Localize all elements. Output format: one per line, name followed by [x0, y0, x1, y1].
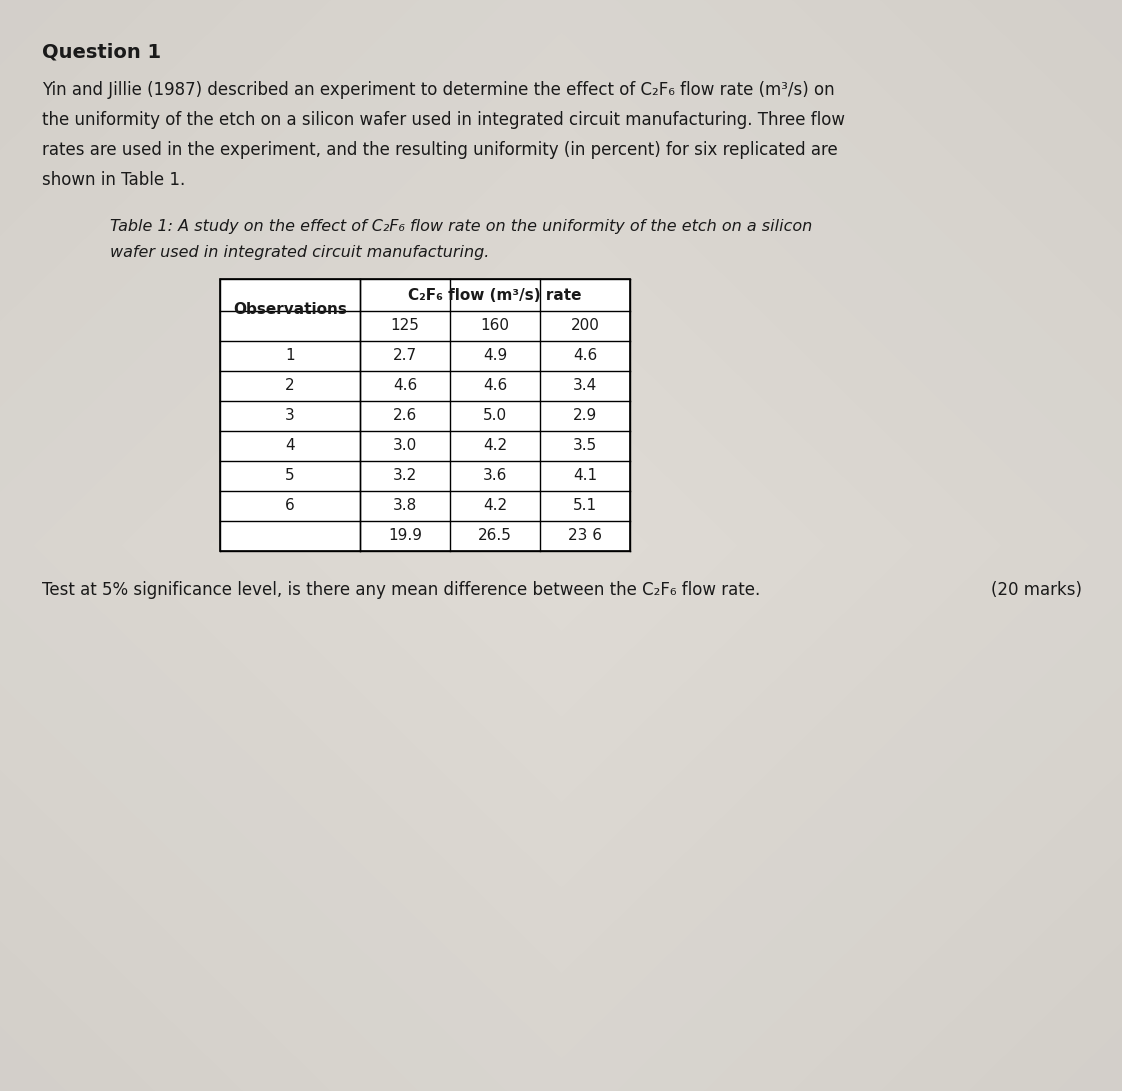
Text: Yin and Jillie (1987) described an experiment to determine the effect of C₂F₆ fl: Yin and Jillie (1987) described an exper… — [42, 81, 835, 99]
Text: 3.4: 3.4 — [573, 379, 597, 394]
Text: 160: 160 — [480, 319, 509, 334]
Text: 4.2: 4.2 — [482, 499, 507, 514]
Text: 5: 5 — [285, 468, 295, 483]
Text: 26.5: 26.5 — [478, 528, 512, 543]
Text: 23 6: 23 6 — [568, 528, 603, 543]
Text: 2.7: 2.7 — [393, 348, 417, 363]
Text: 1: 1 — [285, 348, 295, 363]
Text: 4.6: 4.6 — [393, 379, 417, 394]
Text: 3.2: 3.2 — [393, 468, 417, 483]
Text: 3.5: 3.5 — [573, 439, 597, 454]
Text: Table 1: A study on the effect of C₂F₆ flow rate on the uniformity of the etch o: Table 1: A study on the effect of C₂F₆ f… — [110, 219, 812, 233]
Text: 2.6: 2.6 — [393, 408, 417, 423]
Text: C₂F₆ flow (m³/s) rate: C₂F₆ flow (m³/s) rate — [408, 288, 581, 302]
Text: 125: 125 — [390, 319, 420, 334]
Text: (20 marks): (20 marks) — [991, 582, 1082, 599]
Text: 2.9: 2.9 — [573, 408, 597, 423]
Text: 4.2: 4.2 — [482, 439, 507, 454]
Text: Question 1: Question 1 — [42, 43, 162, 62]
Text: 2: 2 — [285, 379, 295, 394]
Text: 200: 200 — [571, 319, 599, 334]
Text: 3.0: 3.0 — [393, 439, 417, 454]
Text: 6: 6 — [285, 499, 295, 514]
Text: the uniformity of the etch on a silicon wafer used in integrated circuit manufac: the uniformity of the etch on a silicon … — [42, 111, 845, 129]
Text: shown in Table 1.: shown in Table 1. — [42, 171, 185, 189]
Text: 5.1: 5.1 — [573, 499, 597, 514]
Text: Observations: Observations — [233, 302, 347, 317]
Text: 4: 4 — [285, 439, 295, 454]
Text: 19.9: 19.9 — [388, 528, 422, 543]
Text: 4.1: 4.1 — [573, 468, 597, 483]
Text: rates are used in the experiment, and the resulting uniformity (in percent) for : rates are used in the experiment, and th… — [42, 141, 838, 159]
Text: 3.6: 3.6 — [482, 468, 507, 483]
Text: Test at 5% significance level, is there any mean difference between the C₂F₆ flo: Test at 5% significance level, is there … — [42, 582, 761, 599]
Text: wafer used in integrated circuit manufacturing.: wafer used in integrated circuit manufac… — [110, 245, 489, 260]
Text: 5.0: 5.0 — [482, 408, 507, 423]
Text: 3.8: 3.8 — [393, 499, 417, 514]
Text: 4.9: 4.9 — [482, 348, 507, 363]
Text: 3: 3 — [285, 408, 295, 423]
Text: 4.6: 4.6 — [573, 348, 597, 363]
Text: 4.6: 4.6 — [482, 379, 507, 394]
FancyBboxPatch shape — [220, 279, 629, 551]
